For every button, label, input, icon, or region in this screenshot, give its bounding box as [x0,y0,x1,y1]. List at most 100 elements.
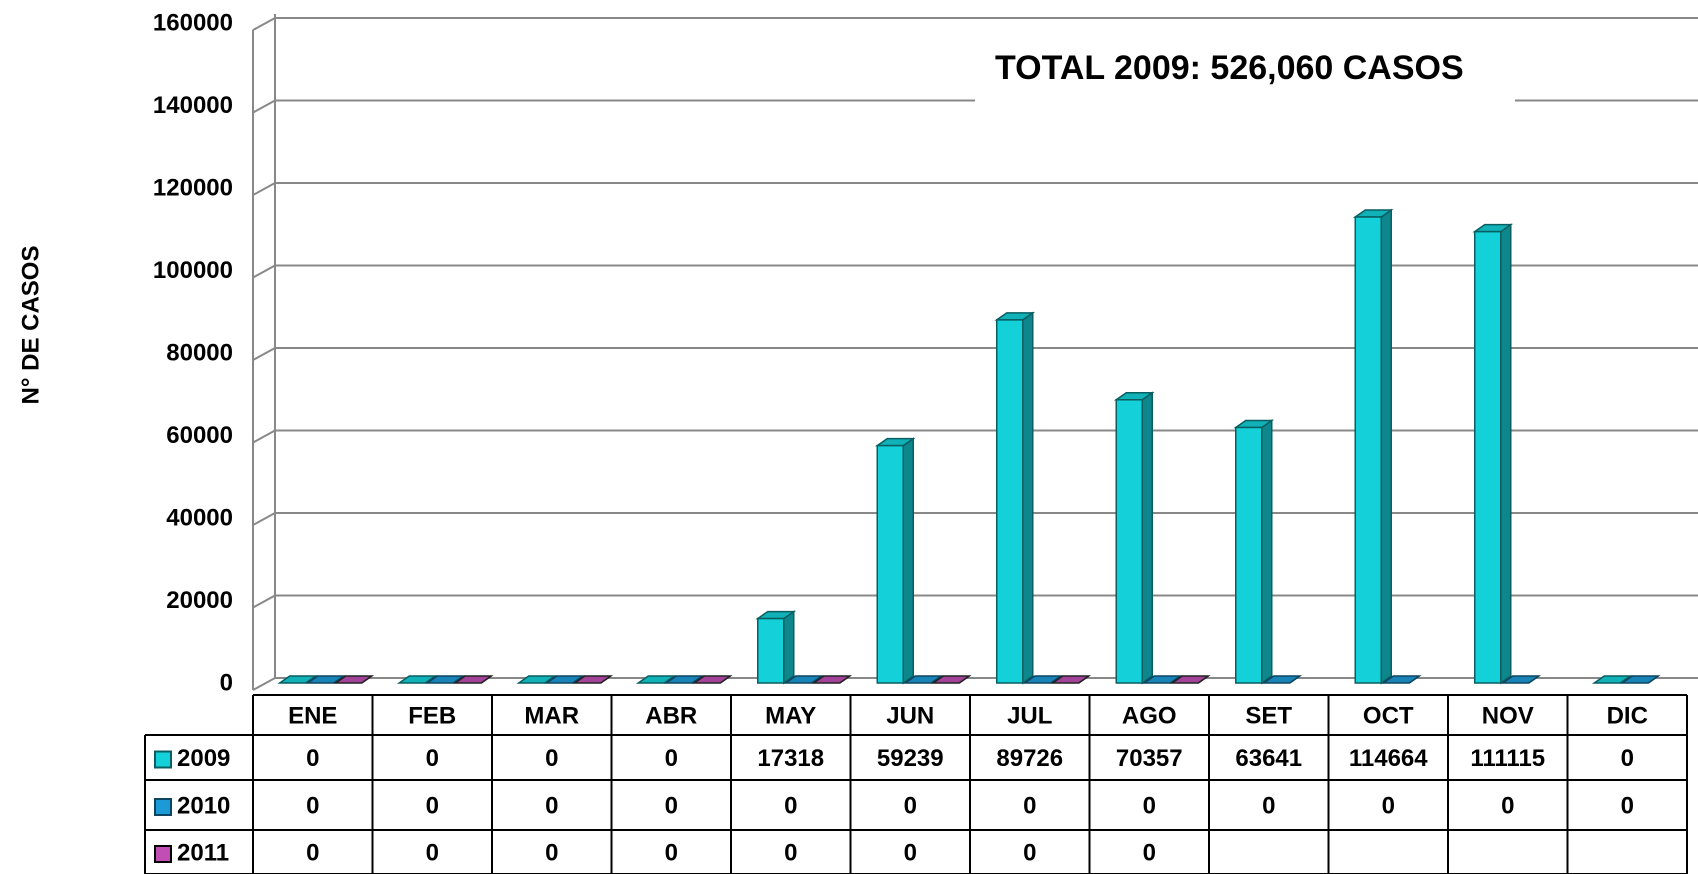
table-value: 63641 [1235,745,1302,772]
table-value: 0 [665,839,678,866]
table-value: 0 [1382,792,1395,819]
table-value: 70357 [1116,745,1183,772]
bar [1235,426,1263,684]
table-value: 0 [306,792,319,819]
bar-top [452,675,494,684]
grid-line [252,17,1698,31]
x-tick-label: ABR [645,702,697,729]
table-value: 0 [545,745,558,772]
bar-top [572,675,614,684]
x-tick-label: DIC [1607,702,1648,729]
bar-top [930,675,972,684]
table-value: 0 [1143,839,1156,866]
bar-top [1500,675,1542,684]
grid-line [252,99,1698,114]
y-tick-label: 140000 [153,92,233,119]
table-value: 17318 [757,745,824,772]
legend-label: 2011 [177,839,229,866]
table-value: 0 [426,745,439,772]
legend-swatch [154,798,172,816]
bar-top [424,675,466,684]
grid-line [252,429,1698,444]
table-value: 59239 [877,745,944,772]
x-tick-label: SET [1245,702,1292,729]
table-value: 0 [1621,792,1634,819]
annotation: TOTAL 2009: 526,060 CASOS [995,49,1464,87]
table-value: 0 [904,792,917,819]
x-tick-label: MAY [765,702,816,729]
legend-label: 2010 [177,792,230,819]
bar-top [811,675,853,684]
bar-side [1141,391,1153,685]
annotation-bg [975,40,1515,102]
grid-line [252,182,1698,196]
x-tick-label: FEB [408,702,456,729]
legend-swatch [154,845,172,863]
table-value: 0 [545,839,558,866]
bar-top [1022,675,1064,684]
bar-top [1619,675,1661,684]
table-value: 0 [1621,745,1634,772]
table-value: 0 [306,745,319,772]
bar-side [1380,208,1392,685]
bar [1354,216,1382,684]
table-value: 0 [1023,839,1036,866]
table-value: 0 [306,839,319,866]
bar-top [544,675,586,684]
table-value: 0 [545,792,558,819]
table-value: 0 [665,792,678,819]
table-value: 114664 [1349,745,1428,772]
bar-side [1022,311,1034,685]
table-value: 0 [1262,792,1275,819]
legend-label: 2009 [177,745,230,772]
bar-top [902,675,944,684]
x-tick-label: AGO [1122,702,1177,729]
x-tick-label: MAR [524,702,579,729]
grid-line [252,512,1698,526]
table-value: 0 [1501,792,1514,819]
bar [876,444,904,684]
bar-top [1050,675,1092,684]
bar-top [1141,675,1183,684]
table-value: 0 [1143,792,1156,819]
bar-top [277,675,319,684]
x-tick-label: JUL [1007,702,1052,729]
y-axis-label: N° DE CASOS [17,246,44,405]
bar-side [902,437,914,685]
y-tick-label: 120000 [153,174,233,201]
bar-top [1261,675,1303,684]
table-value: 0 [904,839,917,866]
bar-top [516,675,558,684]
grid-line [252,677,1698,691]
bar-top [1591,675,1633,684]
bar-top [635,675,677,684]
table-value: 0 [784,839,797,866]
bar-top [396,675,438,684]
table-value: 111115 [1470,745,1545,772]
y-tick-label: 80000 [166,339,233,366]
table-value: 0 [1023,792,1036,819]
legend-swatch [154,750,172,769]
bar [1474,230,1502,684]
y-tick-label: 60000 [166,422,233,449]
grid-line [252,347,1698,361]
x-tick-label: OCT [1363,702,1414,729]
table-value: 0 [426,839,439,866]
grid-line [252,264,1698,279]
table-value: 89726 [996,745,1063,772]
bar [757,617,785,684]
y-tick-label: 160000 [153,9,233,36]
x-tick-label: NOV [1482,702,1534,729]
bar-top [691,675,733,684]
y-tick-label: 100000 [153,257,233,284]
table-value: 0 [665,745,678,772]
bar-top [663,675,705,684]
y-tick-label: 20000 [166,587,233,614]
grid-line [252,594,1698,609]
y-tick-label: 40000 [166,504,233,531]
y-tick-label: 0 [220,669,233,696]
x-tick-label: ENE [288,702,337,729]
bar-top [1380,675,1422,684]
bar-side [1261,419,1273,685]
